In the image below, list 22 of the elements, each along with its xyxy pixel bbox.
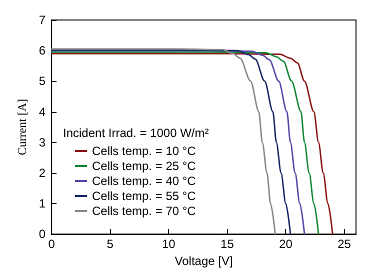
legend-label: Cells temp. = 10 °C [92,144,196,158]
y-tick-label: 3 [38,135,46,150]
y-tick-label: 5 [38,74,46,88]
y-tick-label: 6 [38,44,46,58]
y-tick-label: 0 [38,227,46,242]
y-tick-label: 4 [38,104,46,119]
legend-label: Cells temp. = 40 °C [92,174,196,188]
legend-label: Cells temp. = 25 °C [92,159,196,173]
x-tick-label: 15 [220,237,234,252]
x-axis-title: Voltage [V] [174,254,233,268]
legend-label: Cells temp. = 55 °C [92,189,196,203]
y-tick-label: 7 [38,13,46,27]
y-axis-title: Current [A] [15,98,29,156]
x-tick-label: 10 [162,237,176,252]
y-tick-label: 2 [38,166,46,180]
y-tick-label: 1 [38,196,46,211]
legend-label: Cells temp. = 70 °C [92,204,196,218]
legend-title: Incident Irrad. = 1000 W/m² [63,126,209,140]
x-tick-label: 0 [48,237,56,252]
x-tick-label: 20 [279,237,293,252]
x-tick-label: 25 [338,237,352,252]
x-tick-label: 5 [106,237,114,252]
